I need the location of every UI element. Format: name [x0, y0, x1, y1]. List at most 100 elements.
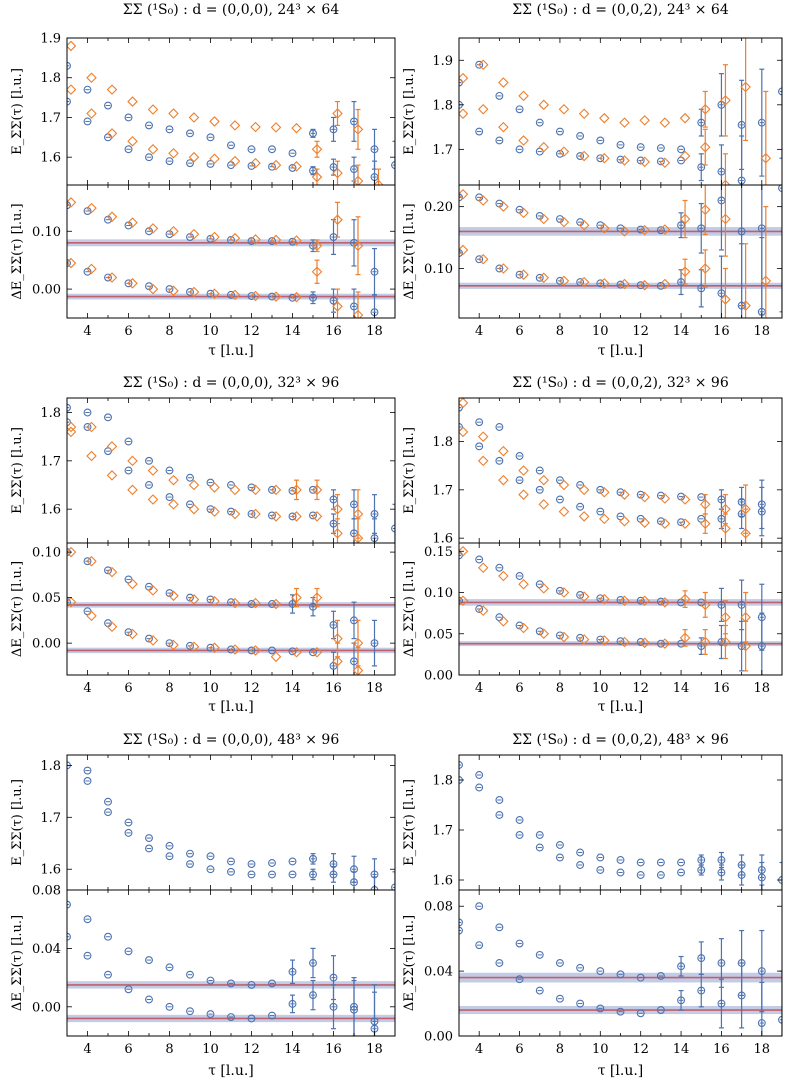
data-point — [147, 104, 159, 115]
y-axis-label: ΔE_ΣΣ(τ) [l.u.] — [10, 561, 25, 657]
axes-frame — [66, 542, 396, 676]
data-point — [270, 511, 282, 522]
y-tick-label: 1.6 — [40, 503, 61, 518]
data-point — [67, 598, 71, 607]
y-tick-label: 1.8 — [432, 435, 453, 450]
data-point — [268, 485, 276, 494]
data-point — [659, 597, 671, 608]
x-axis-label: τ [l.u.] — [208, 343, 254, 359]
data-point — [679, 150, 691, 162]
data-point — [717, 638, 726, 646]
data-point — [679, 213, 691, 225]
y-tick-label: 1.7 — [40, 111, 61, 126]
x-tick-label: 18 — [754, 324, 771, 339]
data-point — [270, 651, 282, 663]
data-point — [459, 108, 469, 120]
data-point — [227, 857, 235, 866]
data-point — [599, 513, 610, 525]
data-point — [599, 635, 610, 646]
x-tick-label: 12 — [243, 681, 260, 696]
data-point — [659, 638, 671, 649]
data-point — [538, 272, 550, 284]
data-point — [740, 300, 751, 311]
data-point — [291, 484, 302, 496]
data-point — [616, 512, 625, 521]
data-point — [291, 122, 302, 134]
series-orange-diamond — [67, 426, 364, 543]
data-point — [697, 514, 706, 523]
data-point — [619, 515, 630, 527]
data-point — [209, 116, 220, 127]
data-point — [555, 495, 564, 504]
data-point — [209, 642, 220, 653]
plot-area — [459, 761, 782, 890]
series-blue-circle — [459, 423, 766, 537]
data-point — [227, 598, 235, 607]
data-point — [165, 1002, 174, 1011]
data-point — [188, 286, 200, 298]
data-point — [209, 595, 220, 607]
chart-title: ΣΣ (¹S₀) : d = (0,0,2), 24³ × 64 — [512, 2, 729, 18]
data-point — [247, 870, 256, 879]
data-point — [268, 600, 276, 608]
data-point — [720, 294, 731, 305]
x-tick-label: 18 — [366, 324, 383, 339]
data-point — [86, 263, 97, 275]
y-tick-label: 1.7 — [432, 824, 453, 839]
data-point — [538, 628, 550, 640]
data-point — [578, 276, 590, 288]
data-point — [477, 253, 489, 265]
data-point — [599, 223, 610, 234]
data-point — [558, 506, 570, 517]
data-point — [737, 600, 746, 609]
data-point — [67, 596, 77, 608]
y-tick-label: 1.8 — [432, 774, 453, 789]
data-point — [227, 867, 235, 876]
data-point — [697, 986, 706, 995]
data-point — [599, 152, 610, 164]
data-point — [288, 647, 297, 656]
data-point — [247, 860, 256, 868]
data-point — [699, 103, 711, 115]
data-point — [515, 145, 524, 154]
x-tick-label: 14 — [284, 681, 301, 696]
data-point — [616, 595, 625, 604]
data-point — [124, 466, 133, 475]
data-point — [370, 639, 379, 648]
data-point — [459, 244, 469, 256]
x-tick-label: 10 — [592, 324, 609, 339]
y-tick-label: 1.9 — [432, 54, 453, 69]
data-point — [291, 511, 302, 522]
data-point — [147, 635, 159, 646]
series-blue-circle — [67, 259, 379, 318]
series-blue-circle — [67, 418, 379, 543]
data-point — [124, 985, 133, 994]
y-tick-label: 0.05 — [424, 627, 453, 642]
data-point — [498, 616, 509, 627]
data-point — [495, 563, 504, 572]
y-tick-label: 1.8 — [432, 98, 453, 113]
data-point — [145, 456, 153, 465]
y-tick-label: 1.6 — [432, 532, 453, 547]
data-point — [596, 279, 605, 288]
data-point — [165, 466, 174, 475]
y-tick-label: 0.04 — [32, 942, 61, 957]
data-point — [515, 572, 524, 580]
x-tick-label: 8 — [165, 681, 173, 696]
data-point — [250, 121, 261, 133]
data-point — [106, 272, 118, 283]
data-point — [737, 120, 746, 129]
x-tick-label: 10 — [592, 1042, 609, 1057]
data-point — [558, 275, 570, 287]
y-tick-label: 0.08 — [32, 884, 61, 899]
data-point — [227, 1013, 235, 1021]
data-point — [576, 999, 585, 1008]
data-point — [677, 221, 686, 230]
data-point — [67, 426, 77, 438]
data-point — [616, 637, 625, 646]
data-point — [332, 528, 343, 539]
data-point — [127, 628, 138, 640]
data-point — [168, 108, 179, 119]
x-axis-label: τ [l.u.] — [208, 1063, 254, 1079]
data-point — [596, 594, 605, 603]
